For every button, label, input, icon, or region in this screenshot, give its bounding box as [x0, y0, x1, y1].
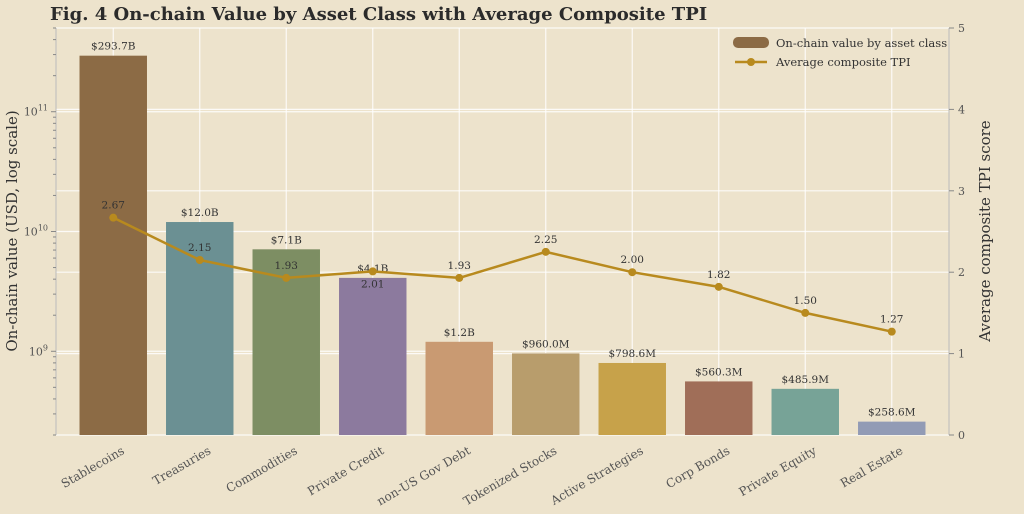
- bar-value-label: $960.0M: [522, 338, 570, 350]
- bar-value-label: $798.6M: [609, 348, 657, 360]
- legend-bar-swatch: [733, 37, 769, 48]
- tpi-value-label: 2.00: [621, 254, 644, 266]
- bar: [598, 362, 666, 435]
- category-label: non-US Gov Debt: [374, 443, 473, 508]
- tpi-point: [109, 213, 118, 222]
- bar-value-label: $485.9M: [782, 374, 830, 386]
- tpi-point: [368, 267, 377, 276]
- tpi-value-label: 1.82: [707, 269, 730, 281]
- tpi-value-label: 2.25: [534, 234, 557, 246]
- bar: [339, 277, 407, 435]
- tpi-value-label: 2.01: [361, 278, 384, 290]
- y-axis-label: On-chain value (USD, log scale): [3, 110, 21, 351]
- legend-line-marker: [747, 58, 755, 66]
- bar: [771, 388, 839, 435]
- y-tick-label: 1011: [24, 104, 48, 119]
- category-label: Private Equity: [736, 443, 818, 499]
- axes: 109 1010 1011 0 1 2 3 4 5: [24, 22, 965, 442]
- tpi-point: [541, 247, 550, 256]
- legend-line-label: Average composite TPI: [775, 55, 911, 69]
- category-labels: Stablecoins Treasuries Commodities Private …: [59, 443, 906, 508]
- legend: On-chain value by asset class Average co…: [733, 36, 947, 69]
- bar: [79, 55, 147, 436]
- tpi-value-label: 1.93: [275, 260, 298, 272]
- tpi-point: [455, 273, 464, 282]
- tpi-value-label: 1.93: [448, 260, 471, 272]
- tpi-value-labels: 2.67 2.15 1.93 2.01 1.93 2.25 2.00 1.82 1.50 1.27: [102, 200, 904, 326]
- tpi-point: [887, 327, 896, 336]
- tpi-value-label: 1.50: [794, 295, 817, 307]
- bar-value-label: $560.3M: [695, 366, 743, 378]
- category-label: Real Estate: [838, 443, 905, 490]
- category-label: Tokenized Stocks: [461, 443, 559, 508]
- bar: [512, 353, 580, 435]
- y2-tick-label: 4: [958, 103, 965, 116]
- category-label: Stablecoins: [59, 443, 127, 490]
- bar-value-label: $293.7B: [91, 41, 136, 53]
- bar: [425, 341, 493, 435]
- category-label: Active Strategies: [547, 443, 645, 508]
- category-label: Treasuries: [150, 443, 213, 487]
- bar-value-label: $12.0B: [181, 207, 219, 219]
- bar-value-labels: $293.7B$12.0B$7.1B$4.1B$1.2B$960.0M$798.…: [91, 41, 916, 419]
- bar: [685, 381, 753, 435]
- y2-tick-label: 1: [958, 348, 965, 361]
- y2-tick-label: 5: [958, 22, 965, 35]
- tpi-line-series: [109, 213, 896, 336]
- category-label: Commodities: [224, 443, 300, 495]
- tpi-line: [112, 216, 893, 333]
- y2-tick-label: 0: [958, 429, 965, 442]
- legend-bar-label: On-chain value by asset class: [776, 36, 947, 50]
- y2-axis-label: Average composite TPI score: [976, 120, 994, 342]
- category-label: Corp Bonds: [664, 443, 733, 491]
- tpi-value-label: 1.27: [880, 314, 903, 326]
- y2-tick-label: 2: [958, 266, 965, 279]
- y-tick-label: 1010: [24, 224, 48, 239]
- tpi-point: [714, 282, 723, 291]
- tpi-value-label: 2.15: [188, 242, 211, 254]
- bar-value-label: $1.2B: [444, 327, 475, 339]
- tpi-value-label: 2.67: [102, 200, 125, 212]
- tpi-point: [628, 268, 637, 277]
- bar: [858, 421, 926, 435]
- y2-tick-label: 3: [958, 185, 965, 198]
- tpi-point: [195, 255, 204, 264]
- bar-value-label: $7.1B: [271, 234, 302, 246]
- chart-title: Fig. 4 On-chain Value by Asset Class wit…: [50, 4, 708, 25]
- category-label: Private Credit: [305, 443, 386, 498]
- bar-series: [79, 55, 926, 436]
- tpi-point: [282, 273, 291, 282]
- tpi-point: [801, 308, 810, 317]
- bar-value-label: $258.6M: [868, 407, 916, 419]
- y-tick-label: 109: [29, 343, 48, 358]
